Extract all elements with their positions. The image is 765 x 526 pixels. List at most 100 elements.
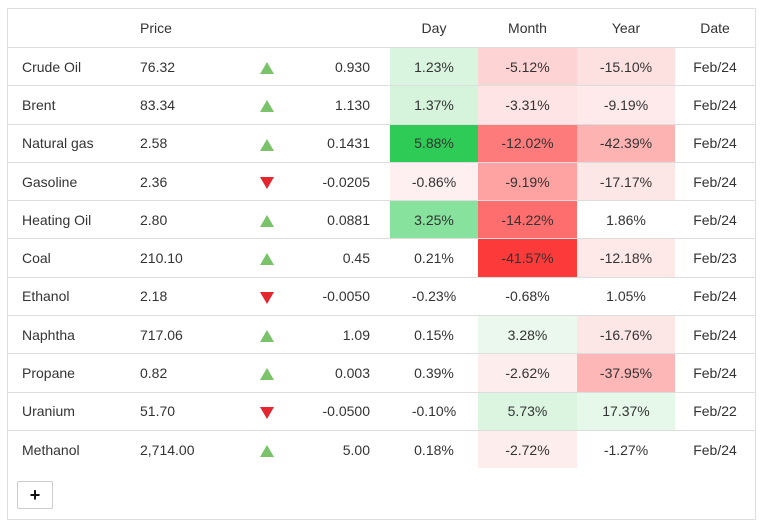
change-value: -0.0205	[296, 161, 390, 201]
day-change: -0.23%	[390, 276, 478, 316]
year-change: -37.95%	[577, 353, 675, 393]
date-value: Feb/24	[675, 429, 755, 469]
price-value: 2.18	[140, 276, 238, 316]
direction-cell	[238, 161, 296, 201]
change-value: 0.930	[334, 58, 370, 75]
year-change: 1.86%	[577, 200, 675, 239]
table-row: Heating Oil 2.80 0.0881 3.25% -14.22% 1.86% Fe…	[8, 200, 755, 239]
day-change: -0.10%	[390, 391, 478, 431]
day-change: 3.25%	[390, 200, 478, 239]
month-change: -14.22%	[478, 200, 577, 239]
price-value: 2.58	[140, 123, 238, 163]
change-value: 0.0881	[296, 200, 390, 239]
price-value: 717.06	[140, 315, 238, 354]
up-arrow-icon	[260, 444, 274, 457]
header-date[interactable]: Date	[675, 9, 755, 48]
commodity-name-link[interactable]: Propane	[8, 353, 140, 393]
direction-cell	[238, 276, 296, 316]
direction-cell	[238, 85, 296, 125]
day-change: 1.23%	[390, 47, 478, 86]
commodity-name-link[interactable]: Crude Oil	[22, 58, 82, 75]
change-value: 0.003	[296, 353, 390, 393]
price-value: 210.10	[140, 238, 238, 278]
year-change: 17.37%	[577, 391, 675, 431]
year-change: -9.19%	[577, 85, 675, 125]
direction-cell	[238, 429, 296, 469]
up-arrow-icon	[260, 253, 274, 266]
date-value: Feb/24	[693, 58, 737, 75]
price-value: 0.82	[140, 353, 238, 393]
month-change: -41.57%	[478, 238, 577, 278]
month-change: -12.02%	[478, 123, 577, 163]
direction-cell	[238, 315, 296, 354]
commodity-name-link[interactable]: Coal	[8, 238, 140, 278]
month-change: -0.68%	[478, 276, 577, 316]
change-value: 1.130	[296, 85, 390, 125]
change-value: -0.0050	[296, 276, 390, 316]
up-arrow-icon	[260, 368, 274, 381]
table-row: Gasoline 2.36 -0.0205 -0.86% -9.19% -17.17% Fe…	[8, 161, 755, 201]
date-value: Feb/23	[675, 238, 755, 278]
year-change: -17.17%	[577, 161, 675, 201]
month-change: -2.62%	[478, 353, 577, 393]
commodity-name-link[interactable]: Gasoline	[8, 161, 140, 201]
day-change: 1.37%	[390, 85, 478, 125]
month-change: 3.28%	[478, 315, 577, 354]
date-value: Feb/24	[675, 123, 755, 163]
day-change: -0.86%	[390, 161, 478, 201]
month-change: -9.19%	[478, 161, 577, 201]
direction-cell	[238, 353, 296, 393]
direction-cell	[238, 123, 296, 163]
table-row: Natural gas 2.58 0.1431 5.88% -12.02% -42.39%…	[8, 123, 755, 163]
day-change: 0.15%	[390, 315, 478, 354]
commodity-name-link[interactable]: Heating Oil	[8, 200, 140, 239]
commodity-name-link[interactable]: Methanol	[8, 429, 140, 469]
year-change: -1.27%	[577, 429, 675, 469]
table-row: Naphtha 717.06 1.09 0.15% 3.28% -16.76% Feb/24	[8, 315, 755, 354]
price-value: 76.32	[140, 58, 176, 75]
year-change: 1.05%	[577, 276, 675, 316]
header-month[interactable]: Month	[478, 9, 577, 48]
price-value: 51.70	[140, 391, 238, 431]
price-value: 2,714.00	[140, 429, 238, 469]
table-row: Brent 83.34 1.130 1.37% -3.31% -9.19% Feb/24	[8, 85, 755, 125]
change-value: -0.0500	[296, 391, 390, 431]
table-row: Crude Oil 76.32 0.930 1.23% -5.12% -15.10% Feb…	[8, 47, 755, 86]
month-change: -3.31%	[478, 85, 577, 125]
add-row-button[interactable]: +	[17, 481, 53, 509]
down-arrow-icon	[260, 291, 274, 304]
commodity-name-link[interactable]: Ethanol	[8, 276, 140, 316]
header-name	[8, 9, 140, 48]
direction-cell	[238, 238, 296, 278]
commodities-table: Price Day Month Year Date Crude Oil 76.32…	[8, 9, 755, 469]
direction-cell	[238, 391, 296, 431]
table-row: Ethanol 2.18 -0.0050 -0.23% -0.68% 1.05% Feb/2…	[8, 276, 755, 316]
header-year[interactable]: Year	[577, 9, 675, 48]
day-change: 0.21%	[390, 238, 478, 278]
change-value: 1.09	[296, 315, 390, 354]
day-change: 5.88%	[390, 123, 478, 163]
commodity-name-link[interactable]: Natural gas	[8, 123, 140, 163]
commodity-name-link[interactable]: Brent	[8, 85, 140, 125]
commodity-name-link[interactable]: Uranium	[8, 391, 140, 431]
down-arrow-icon	[260, 176, 274, 189]
month-change: -5.12%	[478, 47, 577, 86]
header-day[interactable]: Day	[390, 9, 478, 48]
header-price[interactable]: Price	[140, 9, 238, 48]
date-value: Feb/24	[675, 315, 755, 354]
commodity-name-link[interactable]: Naphtha	[8, 315, 140, 354]
change-value: 5.00	[296, 429, 390, 469]
date-value: Feb/22	[675, 391, 755, 431]
day-change: 0.18%	[390, 429, 478, 469]
date-value: Feb/24	[675, 353, 755, 393]
table-header-row: Price Day Month Year Date	[8, 9, 755, 48]
header-change	[296, 9, 390, 48]
year-change: -16.76%	[577, 315, 675, 354]
day-change: 0.39%	[390, 353, 478, 393]
up-arrow-icon	[260, 215, 274, 228]
year-change: -42.39%	[577, 123, 675, 163]
up-arrow-icon	[260, 330, 274, 343]
table-row: Propane 0.82 0.003 0.39% -2.62% -37.95% Feb/24	[8, 353, 755, 393]
down-arrow-icon	[260, 406, 274, 419]
table-row: Coal 210.10 0.45 0.21% -41.57% -12.18% Feb/23	[8, 238, 755, 278]
